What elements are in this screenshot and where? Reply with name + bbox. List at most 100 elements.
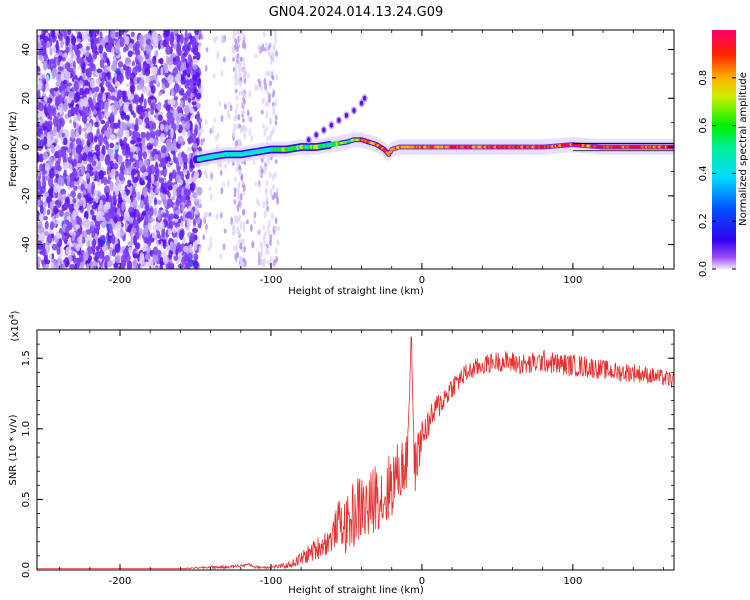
spectrogram-noise-mark	[80, 56, 84, 66]
spectrogram-y-axis-label: Frequency (Hz)	[8, 111, 19, 187]
spectrogram-noise-mark	[139, 180, 146, 186]
spectrogram-noise-mark	[229, 104, 233, 112]
spectrogram-noise-mark	[49, 221, 55, 231]
spectrogram-noise-mark	[91, 215, 98, 221]
spectrogram-noise-mark	[263, 230, 267, 239]
spectrogram-noise-mark	[236, 52, 240, 60]
spectrogram-ytick-label: -20	[21, 188, 32, 204]
spectrogram-noise-mark	[99, 153, 105, 162]
spectrogram-noise-mark	[170, 242, 177, 252]
spectrogram-noise-mark	[187, 97, 192, 103]
spectrogram-noise-mark	[150, 102, 156, 112]
spectrogram-noise-mark	[67, 57, 74, 64]
spectrogram-noise-mark	[160, 145, 167, 154]
spectrogram-noise-mark	[157, 150, 162, 162]
spectrogram-noise-mark	[96, 68, 103, 73]
spectrogram-noise-mark	[184, 38, 188, 50]
spectrogram-noise-mark	[265, 110, 269, 119]
spectrogram-noise-mark	[44, 220, 49, 230]
spectrogram-noise-mark	[162, 212, 167, 218]
spectrogram-noise-mark	[59, 106, 63, 115]
snr-xtick-label: -100	[260, 576, 283, 587]
spectrogram-noise-mark	[68, 202, 75, 213]
spectrogram-noise-mark	[168, 228, 173, 237]
spectrogram-noise-mark	[156, 230, 161, 239]
spectrogram-noise-mark	[264, 41, 268, 50]
spectrogram-noise-mark	[196, 136, 200, 147]
spectrogram-noise-mark	[113, 72, 118, 79]
spectrogram-noise-mark	[100, 77, 105, 86]
spectrogram-noise-mark	[196, 111, 201, 122]
spectrogram-noise-mark	[264, 82, 267, 91]
spectrogram-streak-mark	[359, 100, 364, 106]
spectrogram-noise-mark	[129, 231, 134, 238]
spectrogram-noise-mark	[94, 121, 98, 127]
spectrogram-noise-mark	[267, 157, 270, 166]
spectrogram-noise-mark	[207, 246, 211, 252]
spectrogram-noise-mark	[256, 85, 260, 91]
spectrogram-noise-mark	[64, 129, 69, 139]
spectrogram-noise-mark	[162, 238, 167, 249]
spectrogram-noise-mark	[63, 137, 68, 146]
spectrogram-noise-mark	[274, 99, 278, 108]
colorbar: 0.0 0.2 0.4 0.6 0.8 Normalized spectral ampl…	[698, 30, 749, 277]
spectrogram-noise-mark	[100, 119, 106, 125]
spectrogram-noise-mark	[268, 43, 272, 48]
spectrogram-noise-mark	[159, 264, 164, 269]
spectrogram-ytick-label: 40	[21, 43, 32, 56]
spectrogram-noise-mark	[46, 195, 52, 204]
spectrogram-noise-mark	[252, 159, 256, 165]
spectrogram-noise-mark	[234, 79, 238, 87]
spectrogram-noise-mark	[271, 173, 275, 181]
spectrogram-noise-mark	[100, 86, 105, 93]
spectrogram-noise-mark	[55, 131, 59, 140]
spectrogram-noise-mark	[98, 44, 103, 54]
spectrogram-noise-mark	[271, 55, 275, 63]
spectrogram-noise-mark	[258, 257, 261, 266]
spectrogram-noise-mark	[195, 51, 201, 61]
spectrogram-noise-mark	[85, 50, 90, 58]
spectrogram-noise-mark	[132, 186, 136, 195]
spectrogram-noise-mark	[233, 187, 237, 194]
spectrogram-noise-mark	[169, 37, 174, 42]
spectrogram-noise-mark	[43, 136, 48, 146]
spectrogram-noise-mark	[253, 211, 257, 219]
spectrogram-noise-mark	[192, 197, 199, 202]
spectrogram-noise-mark	[145, 38, 151, 46]
spectrogram-noise-mark	[91, 204, 98, 210]
spectrogram-noise-mark	[154, 166, 160, 177]
spectrogram-noise-mark	[105, 191, 110, 203]
spectrogram-noise-mark	[268, 171, 272, 179]
spectrogram-noise-mark	[69, 264, 76, 269]
spectrogram-noise-mark	[135, 50, 140, 57]
spectrogram-noise-mark	[249, 223, 253, 233]
spectrogram-noise-mark	[119, 227, 124, 239]
spectrogram-noise-mark	[180, 99, 184, 108]
spectrogram-noise-mark	[161, 228, 165, 239]
spectrogram-noise-mark	[97, 134, 104, 144]
spectrogram-noise-mark	[85, 228, 92, 235]
spectrogram-noise-mark	[91, 231, 96, 238]
spectrogram-noise-mark	[234, 108, 238, 117]
spectrogram-noise-mark	[51, 68, 56, 80]
spectrogram-noise-mark	[160, 123, 165, 132]
spectrogram-noise-mark	[272, 89, 276, 96]
spectrogram-noise-mark	[170, 150, 176, 155]
spectrogram-noise-mark	[72, 209, 76, 221]
spectrogram-noise-mark	[163, 30, 170, 38]
spectrogram-noise-mark	[171, 52, 176, 59]
spectrogram-noise-mark	[265, 70, 269, 77]
spectrogram-noise-mark	[216, 50, 220, 58]
spectrogram-noise-mark	[256, 198, 259, 205]
spectrogram-noise-mark	[159, 57, 164, 65]
spectrogram-noise-mark	[202, 137, 206, 143]
spectrogram-noise-mark	[99, 31, 103, 40]
snr-y-axis-label: SNR (10 * v/v)	[8, 414, 19, 485]
spectrogram-noise-mark	[139, 200, 145, 209]
spectrogram-noise-mark	[41, 74, 45, 79]
spectrogram-noise-mark	[65, 35, 70, 47]
spectrogram-noise-mark	[81, 230, 88, 239]
spectrogram-noise-mark	[277, 225, 280, 231]
spectrogram-noise-mark	[263, 210, 267, 219]
spectrogram-noise-mark	[196, 102, 201, 109]
